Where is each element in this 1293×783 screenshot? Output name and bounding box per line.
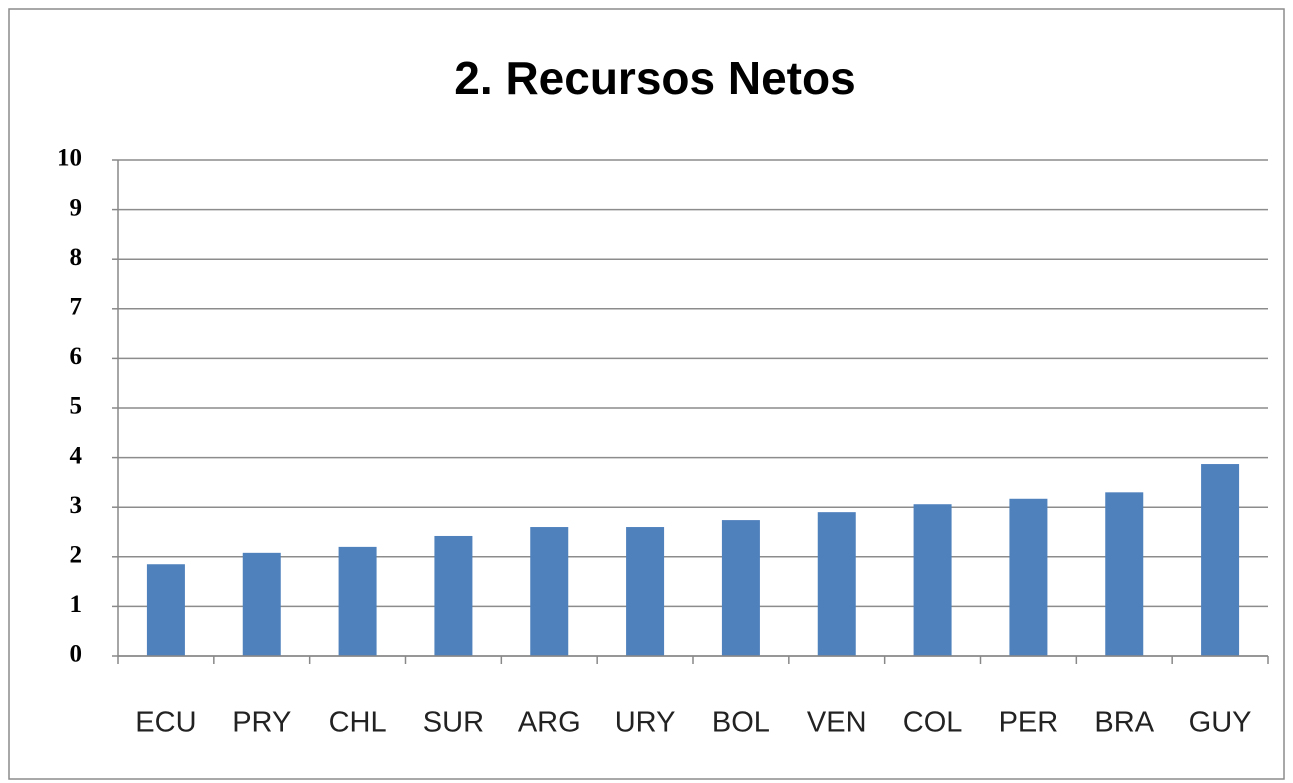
x-tick-label: CHL xyxy=(329,707,387,739)
x-tick-label: ECU xyxy=(135,707,196,739)
y-tick-label: 7 xyxy=(70,294,83,321)
bar xyxy=(146,564,185,656)
bar xyxy=(1009,498,1048,656)
bar xyxy=(817,512,856,656)
y-tick-label: 8 xyxy=(70,244,83,271)
bar xyxy=(626,527,665,656)
x-tick-label: ARG xyxy=(518,707,581,739)
bar xyxy=(434,535,473,656)
x-tick-label: GUY xyxy=(1189,707,1252,739)
x-tick-label: VEN xyxy=(807,707,867,739)
bar xyxy=(721,520,760,656)
x-tick-label: URY xyxy=(615,707,676,739)
y-tick-label: 0 xyxy=(70,641,83,668)
x-tick-label: BRA xyxy=(1094,707,1154,739)
bar xyxy=(338,546,377,656)
y-tick-label: 6 xyxy=(70,343,83,370)
y-tick-label: 5 xyxy=(70,393,83,420)
x-tick-label: SUR xyxy=(423,707,484,739)
bar xyxy=(1201,464,1240,656)
chart-frame xyxy=(8,8,1285,780)
x-tick-label: PRY xyxy=(232,707,291,739)
y-tick-label: 1 xyxy=(70,591,83,618)
y-tick-label: 4 xyxy=(70,442,83,469)
bar xyxy=(913,504,952,656)
x-tick-label: COL xyxy=(903,707,963,739)
x-tick-label: PER xyxy=(999,707,1059,739)
x-tick-label: BOL xyxy=(712,707,770,739)
y-tick-label: 3 xyxy=(70,492,83,519)
y-tick-label: 10 xyxy=(57,145,82,172)
bar xyxy=(530,527,569,656)
y-tick-label: 9 xyxy=(70,194,83,221)
chart-title: 2. Recursos Netos xyxy=(454,52,855,104)
bar xyxy=(1105,492,1144,656)
bar xyxy=(242,552,281,656)
y-tick-label: 2 xyxy=(70,542,83,569)
